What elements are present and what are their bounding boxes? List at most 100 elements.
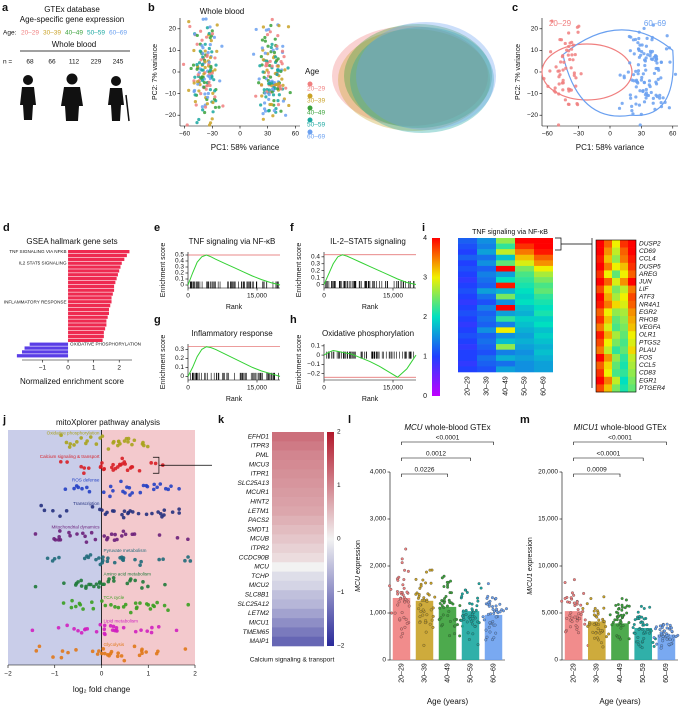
- gene-dot: [112, 560, 117, 565]
- sample-dot: [642, 80, 646, 84]
- legend-dot: [307, 81, 313, 87]
- sample-dot: [602, 606, 606, 610]
- sample-dot: [595, 615, 599, 619]
- n-value: 66: [48, 59, 56, 66]
- sample-dot: [570, 620, 574, 624]
- heatmap-cell: [604, 323, 612, 332]
- colorbar-label: 2: [423, 314, 427, 321]
- sample-dot: [195, 67, 199, 71]
- significance-bracket: [573, 441, 667, 445]
- gene-dot: [58, 529, 62, 533]
- sample-dot: [456, 623, 459, 627]
- sample-dot: [648, 605, 652, 609]
- y-tick-label: 10: [531, 47, 539, 54]
- heatmap-cell: [596, 361, 604, 370]
- panel-letter: g: [154, 314, 161, 326]
- heatmap-cell: [604, 293, 612, 302]
- gene-label: SMDT1: [247, 526, 269, 533]
- heatmap-cell: [515, 366, 534, 373]
- sample-dot: [654, 57, 659, 61]
- sample-dot: [636, 63, 641, 67]
- sample-dot: [254, 94, 258, 98]
- heatmap-cell: [477, 288, 496, 295]
- gene-dot: [113, 605, 117, 609]
- sample-dot: [627, 604, 631, 608]
- sample-dot: [470, 622, 474, 626]
- gene-label: CCL5: [639, 362, 656, 369]
- sample-dot: [252, 52, 256, 56]
- heatmap-cell: [477, 327, 496, 334]
- heatmap-cell: [477, 293, 496, 300]
- sample-dot: [628, 49, 632, 53]
- column-label: 20–29: [464, 376, 471, 396]
- heatmap-cell: [272, 571, 324, 582]
- sample-dot: [418, 586, 422, 590]
- x-tick-label: 1: [146, 671, 150, 678]
- sample-dot: [431, 614, 435, 618]
- sample-dot: [634, 85, 638, 89]
- sample-dot: [616, 623, 620, 627]
- sample-dot: [616, 611, 620, 615]
- sample-dot: [271, 114, 275, 118]
- heatmap-cell: [612, 384, 620, 393]
- density-ellipse: [350, 27, 494, 133]
- sample-dot: [554, 65, 558, 69]
- heatmap-cell: [534, 321, 553, 328]
- sample-dot: [417, 592, 421, 596]
- gene-dot: [119, 479, 123, 484]
- age-label: Age:: [3, 30, 17, 37]
- panel-letter: d: [3, 222, 10, 234]
- bar-label: OXIDATIVE PHOSPHORYLATION: [70, 342, 141, 347]
- heatmap-cell: [458, 338, 477, 345]
- gene-label: CCL4: [639, 256, 656, 263]
- sample-dot: [495, 607, 499, 611]
- sample-dot: [287, 103, 291, 108]
- sample-dot: [266, 109, 271, 113]
- heatmap-cell: [515, 243, 534, 250]
- heatmap-cell: [477, 360, 496, 367]
- sample-dot: [561, 78, 565, 82]
- sample-dot: [637, 627, 641, 631]
- sample-dot: [397, 600, 401, 604]
- sample-dot: [487, 604, 491, 608]
- sample-dot: [569, 66, 573, 70]
- heatmap-cell: [496, 344, 515, 350]
- heatmap-cell: [477, 305, 496, 311]
- sample-dot: [195, 63, 199, 67]
- sample-dot: [279, 109, 283, 113]
- heatmap-cell: [458, 260, 477, 267]
- gene-dot: [72, 627, 76, 631]
- y-tick-label: 0.3: [311, 260, 320, 267]
- heatmap-cell: [596, 247, 604, 256]
- title: TNF signaling via NF-κB: [472, 229, 548, 236]
- x-axis-label: Age (years): [427, 697, 469, 706]
- sample-dot: [616, 603, 620, 607]
- gene-dot: [158, 482, 163, 486]
- sample-dot: [650, 57, 655, 62]
- x-tick-label: 30: [264, 131, 272, 138]
- heatmap-cell: [458, 277, 477, 283]
- sample-dot: [218, 79, 222, 83]
- gene-dot: [82, 627, 87, 632]
- sample-dot: [424, 630, 428, 634]
- sample-dot: [572, 601, 576, 605]
- bar: [68, 323, 107, 327]
- gene-dot: [137, 653, 142, 658]
- group-ellipse: [562, 29, 674, 117]
- sample-dot: [636, 640, 640, 644]
- sample-dot: [619, 626, 623, 630]
- sample-dot: [414, 577, 418, 581]
- bracket: [555, 237, 593, 388]
- bar: [68, 261, 122, 265]
- sample-dot: [467, 638, 471, 641]
- gene-label: PACS2: [248, 517, 269, 524]
- gene-dot: [144, 602, 149, 606]
- sample-dot: [390, 611, 394, 615]
- sample-dot: [272, 108, 276, 113]
- heatmap-cell: [534, 293, 553, 300]
- sample-dot: [477, 621, 481, 625]
- colorbar-label: 0: [423, 393, 427, 400]
- heatmap-cell: [272, 580, 324, 591]
- sample-dot: [665, 626, 669, 630]
